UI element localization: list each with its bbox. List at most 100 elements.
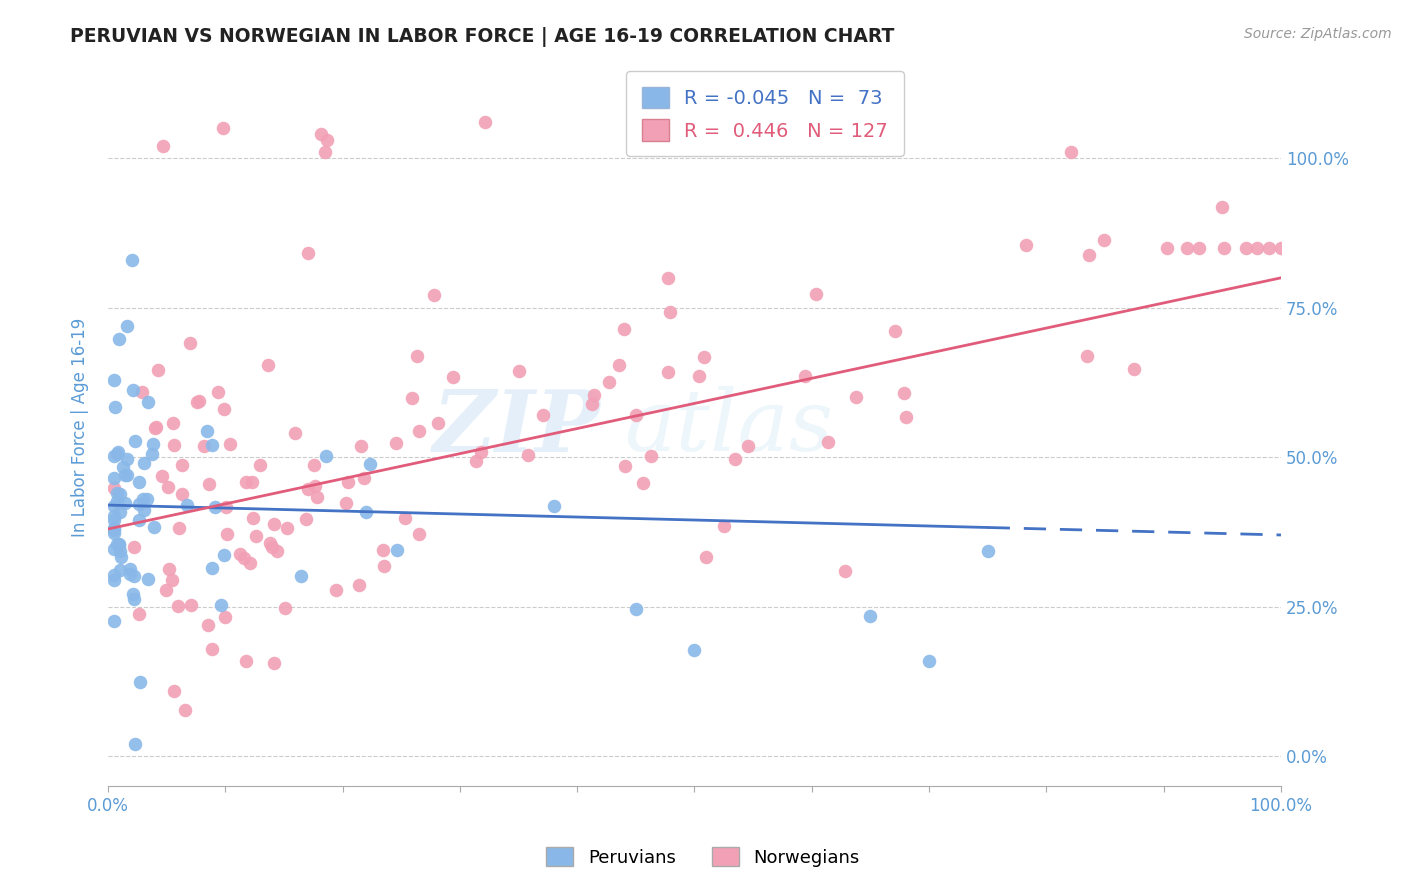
Point	[245, 529, 267, 543]
Point	[186, 395, 208, 409]
Point	[107, 445, 129, 459]
Point	[401, 392, 423, 406]
Point	[155, 582, 177, 597]
Point	[793, 368, 815, 383]
Point	[640, 450, 662, 464]
Point	[598, 375, 620, 389]
Point	[353, 471, 375, 485]
Point	[1234, 241, 1257, 255]
Point	[443, 369, 465, 384]
Point	[262, 540, 284, 554]
Point	[105, 486, 128, 500]
Point	[105, 494, 128, 508]
Point	[1156, 241, 1178, 255]
Point	[215, 527, 238, 541]
Point	[263, 516, 285, 531]
Point	[148, 363, 170, 377]
Point	[124, 737, 146, 751]
Point	[315, 133, 337, 147]
Text: Source: ZipAtlas.com: Source: ZipAtlas.com	[1244, 27, 1392, 41]
Point	[136, 395, 159, 409]
Point	[613, 322, 636, 336]
Point	[1078, 248, 1101, 262]
Point	[136, 491, 159, 506]
Point	[120, 567, 142, 582]
Point	[297, 482, 319, 496]
Point	[218, 436, 240, 450]
Point	[111, 460, 134, 475]
Point	[474, 115, 496, 129]
Point	[737, 439, 759, 453]
Point	[103, 542, 125, 557]
Point	[422, 287, 444, 301]
Point	[336, 475, 359, 489]
Point	[163, 684, 186, 698]
Point	[142, 520, 165, 534]
Point	[207, 385, 229, 400]
Point	[198, 476, 221, 491]
Point	[103, 568, 125, 582]
Point	[309, 128, 332, 142]
Point	[658, 305, 681, 319]
Point	[108, 563, 131, 577]
Point	[724, 451, 747, 466]
Point	[834, 565, 856, 579]
Point	[257, 358, 280, 372]
Point	[695, 549, 717, 564]
Point	[215, 500, 238, 514]
Point	[1123, 362, 1146, 376]
Point	[817, 435, 839, 450]
Point	[103, 508, 125, 523]
Point	[103, 573, 125, 587]
Point	[464, 454, 486, 468]
Point	[356, 506, 378, 520]
Point	[918, 654, 941, 668]
Point	[121, 252, 143, 267]
Point	[232, 550, 254, 565]
Point	[145, 420, 167, 434]
Point	[290, 568, 312, 582]
Point	[297, 246, 319, 260]
Point	[132, 503, 155, 517]
Point	[883, 324, 905, 338]
Point	[132, 492, 155, 507]
Text: ZIP: ZIP	[433, 385, 600, 469]
Point	[350, 439, 373, 453]
Point	[859, 609, 882, 624]
Point	[103, 373, 125, 387]
Point	[896, 410, 918, 425]
Point	[204, 500, 226, 514]
Point	[114, 496, 136, 510]
Text: PERUVIAN VS NORWEGIAN IN LABOR FORCE | AGE 16-19 CORRELATION CHART: PERUVIAN VS NORWEGIAN IN LABOR FORCE | A…	[70, 27, 894, 46]
Point	[1188, 241, 1211, 255]
Point	[104, 400, 127, 414]
Legend: Peruvians, Norwegians: Peruvians, Norwegians	[538, 840, 868, 874]
Point	[657, 271, 679, 285]
Point	[229, 547, 252, 561]
Point	[128, 607, 150, 622]
Point	[141, 447, 163, 461]
Point	[211, 598, 233, 612]
Point	[235, 475, 257, 489]
Point	[108, 487, 131, 501]
Point	[408, 527, 430, 541]
Point	[1258, 241, 1281, 255]
Point	[304, 479, 326, 493]
Point	[122, 587, 145, 601]
Point	[103, 470, 125, 484]
Point	[1213, 241, 1236, 255]
Point	[284, 425, 307, 440]
Y-axis label: In Labor Force | Age 16-19: In Labor Force | Age 16-19	[72, 318, 89, 537]
Point	[276, 521, 298, 535]
Point	[242, 510, 264, 524]
Point	[108, 332, 131, 346]
Point	[163, 438, 186, 452]
Point	[105, 446, 128, 460]
Point	[128, 498, 150, 512]
Point	[173, 703, 195, 717]
Point	[214, 610, 236, 624]
Point	[156, 480, 179, 494]
Point	[122, 541, 145, 555]
Point	[614, 459, 637, 474]
Point	[1060, 145, 1083, 159]
